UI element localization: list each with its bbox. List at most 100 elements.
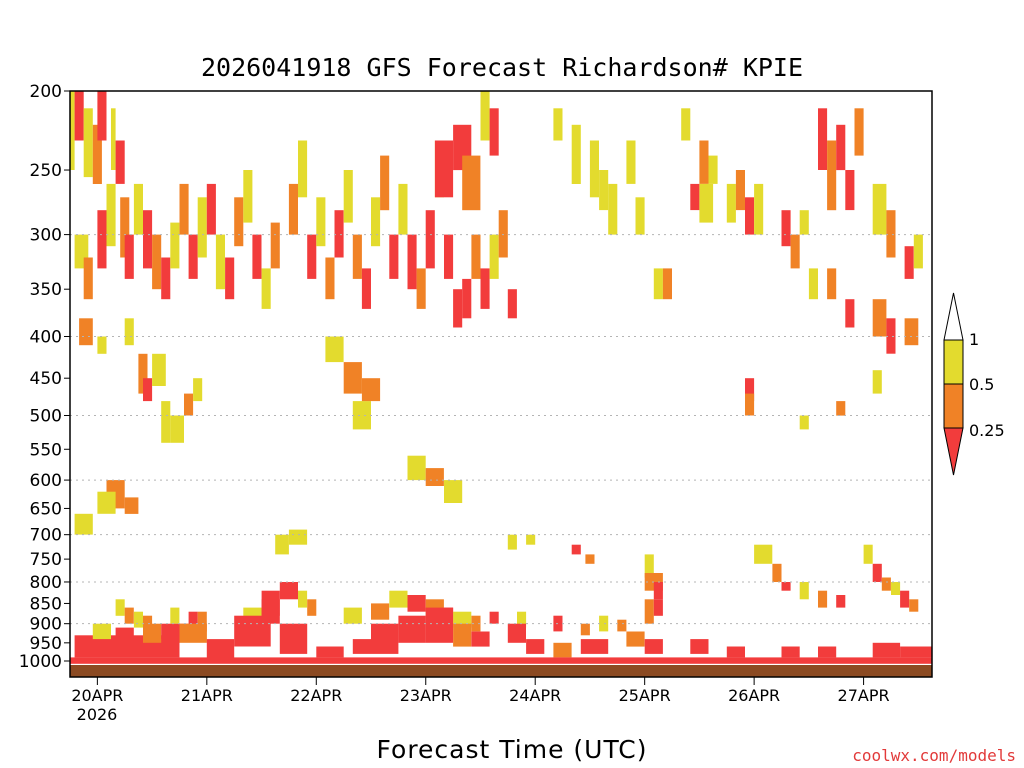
- heatmap-cell: [143, 615, 153, 632]
- heatmap-cell: [699, 140, 709, 184]
- x-year-label: 2026: [77, 705, 118, 724]
- heatmap-cell: [735, 170, 745, 211]
- chart-title: 2026041918 GFS Forecast Richardson# KPIE: [201, 53, 803, 82]
- heatmap-cell: [904, 318, 919, 346]
- x-axis: 20APR 21APR 22APR 23APR 24APR 25APR 26APR 27APR: [71, 677, 890, 705]
- heatmap-cell: [434, 140, 454, 198]
- y-tick-label: 1000: [19, 652, 62, 672]
- heatmap-cell: [298, 590, 308, 608]
- heatmap-cell: [416, 268, 426, 309]
- colorbar-label: 0.5: [969, 375, 994, 394]
- heatmap-cell: [425, 607, 454, 643]
- heatmap-cell: [407, 455, 426, 481]
- heatmap-cell: [489, 234, 499, 279]
- y-tick-label: 350: [30, 280, 62, 300]
- y-tick-label: 600: [30, 471, 62, 491]
- heatmap-cell: [836, 595, 846, 608]
- y-tick-label: 500: [30, 407, 62, 427]
- heatmap-cell: [489, 108, 499, 156]
- heatmap-cell: [754, 544, 773, 564]
- heatmap-cell: [124, 607, 134, 624]
- heatmap-cell: [886, 318, 896, 354]
- heatmap-cell: [206, 639, 235, 658]
- heatmap-cell: [115, 627, 134, 647]
- heatmap-cell: [589, 140, 599, 198]
- heatmap-cell: [498, 210, 508, 258]
- heatmap-cell: [184, 393, 194, 416]
- heatmap-cell: [298, 140, 308, 198]
- heatmap-cell: [617, 619, 627, 632]
- heatmap-cell: [900, 646, 932, 658]
- heatmap-cell: [361, 378, 381, 402]
- heatmap-cell: [662, 268, 672, 300]
- heatmap-cell: [845, 170, 855, 211]
- heatmap-cell: [799, 415, 809, 430]
- heatmap-cell: [252, 234, 262, 279]
- heatmap-cell: [553, 642, 572, 658]
- plot-area: [70, 91, 932, 664]
- heatmap-cell: [79, 318, 93, 346]
- heatmap-cell: [407, 234, 417, 290]
- heatmap-cell: [70, 91, 75, 170]
- heatmap-cell: [74, 513, 93, 535]
- colorbar-label: 0.25: [969, 421, 1005, 440]
- heatmap-cell: [626, 631, 645, 647]
- heatmap-cell: [553, 108, 563, 141]
- heatmap-cell: [115, 140, 125, 184]
- colorbar-top-arrow: [943, 292, 964, 341]
- heatmap-cell: [489, 611, 499, 624]
- heatmap-cell: [653, 268, 663, 300]
- heatmap-cell: [307, 234, 317, 279]
- heatmap-cell: [234, 197, 244, 247]
- heatmap-cell: [74, 91, 84, 141]
- credit-text: coolwx.com/models: [852, 746, 1016, 765]
- heatmap-cell: [471, 631, 490, 647]
- x-axis-label: Forecast Time (UTC): [377, 735, 648, 764]
- heatmap-cell: [316, 197, 326, 247]
- heatmap-cell: [913, 234, 923, 269]
- heatmap-cell: [453, 623, 472, 647]
- heatmap-cell: [352, 401, 371, 430]
- x-tick-label: 20APR: [71, 686, 123, 705]
- heatmap-cell: [334, 210, 344, 258]
- heatmap-cell: [425, 468, 444, 486]
- colorbar: 1 0.5 0.25: [943, 292, 1005, 476]
- heatmap-cell: [599, 170, 609, 211]
- heatmap-cell: [644, 639, 663, 654]
- x-tick-label: 21APR: [181, 686, 233, 705]
- colorbar-segment: [943, 383, 964, 429]
- heatmap-cell: [580, 623, 590, 636]
- y-tick-label: 450: [30, 369, 62, 389]
- heatmap-cell: [325, 336, 344, 363]
- heatmap-cell: [526, 534, 536, 545]
- x-tick-label: 22APR: [290, 686, 342, 705]
- heatmap-cell: [371, 603, 390, 620]
- heatmap-cell: [124, 497, 139, 514]
- y-tick-label: 200: [30, 82, 62, 102]
- heatmap-cell: [170, 222, 180, 269]
- heatmap-cell: [138, 353, 148, 394]
- colorbar-bottom-arrow: [943, 427, 964, 476]
- heatmap-cell: [507, 534, 517, 550]
- heatmap-cell: [133, 183, 143, 235]
- heatmap-cell: [115, 599, 125, 616]
- ground-strip: [70, 665, 932, 677]
- colorbar-segment: [943, 339, 964, 385]
- heatmap-cell: [243, 170, 253, 223]
- heatmap-cell: [143, 623, 162, 643]
- y-tick-label: 750: [30, 550, 62, 570]
- heatmap-cell: [726, 183, 736, 223]
- heatmap-cell: [772, 563, 782, 582]
- heatmap-cell: [708, 155, 718, 184]
- heatmap-cell: [745, 197, 755, 235]
- heatmap-cell: [193, 378, 203, 402]
- heatmap-cell: [288, 183, 298, 235]
- heatmap-cell: [644, 599, 654, 624]
- heatmap-cell: [161, 257, 171, 300]
- heatmap-cell: [599, 615, 609, 632]
- heatmap-cell: [904, 246, 914, 279]
- x-tick-label: 24APR: [509, 686, 561, 705]
- heatmap-cell: [653, 582, 663, 600]
- x-tick-label: 25APR: [619, 686, 671, 705]
- heatmap-cell: [197, 611, 207, 632]
